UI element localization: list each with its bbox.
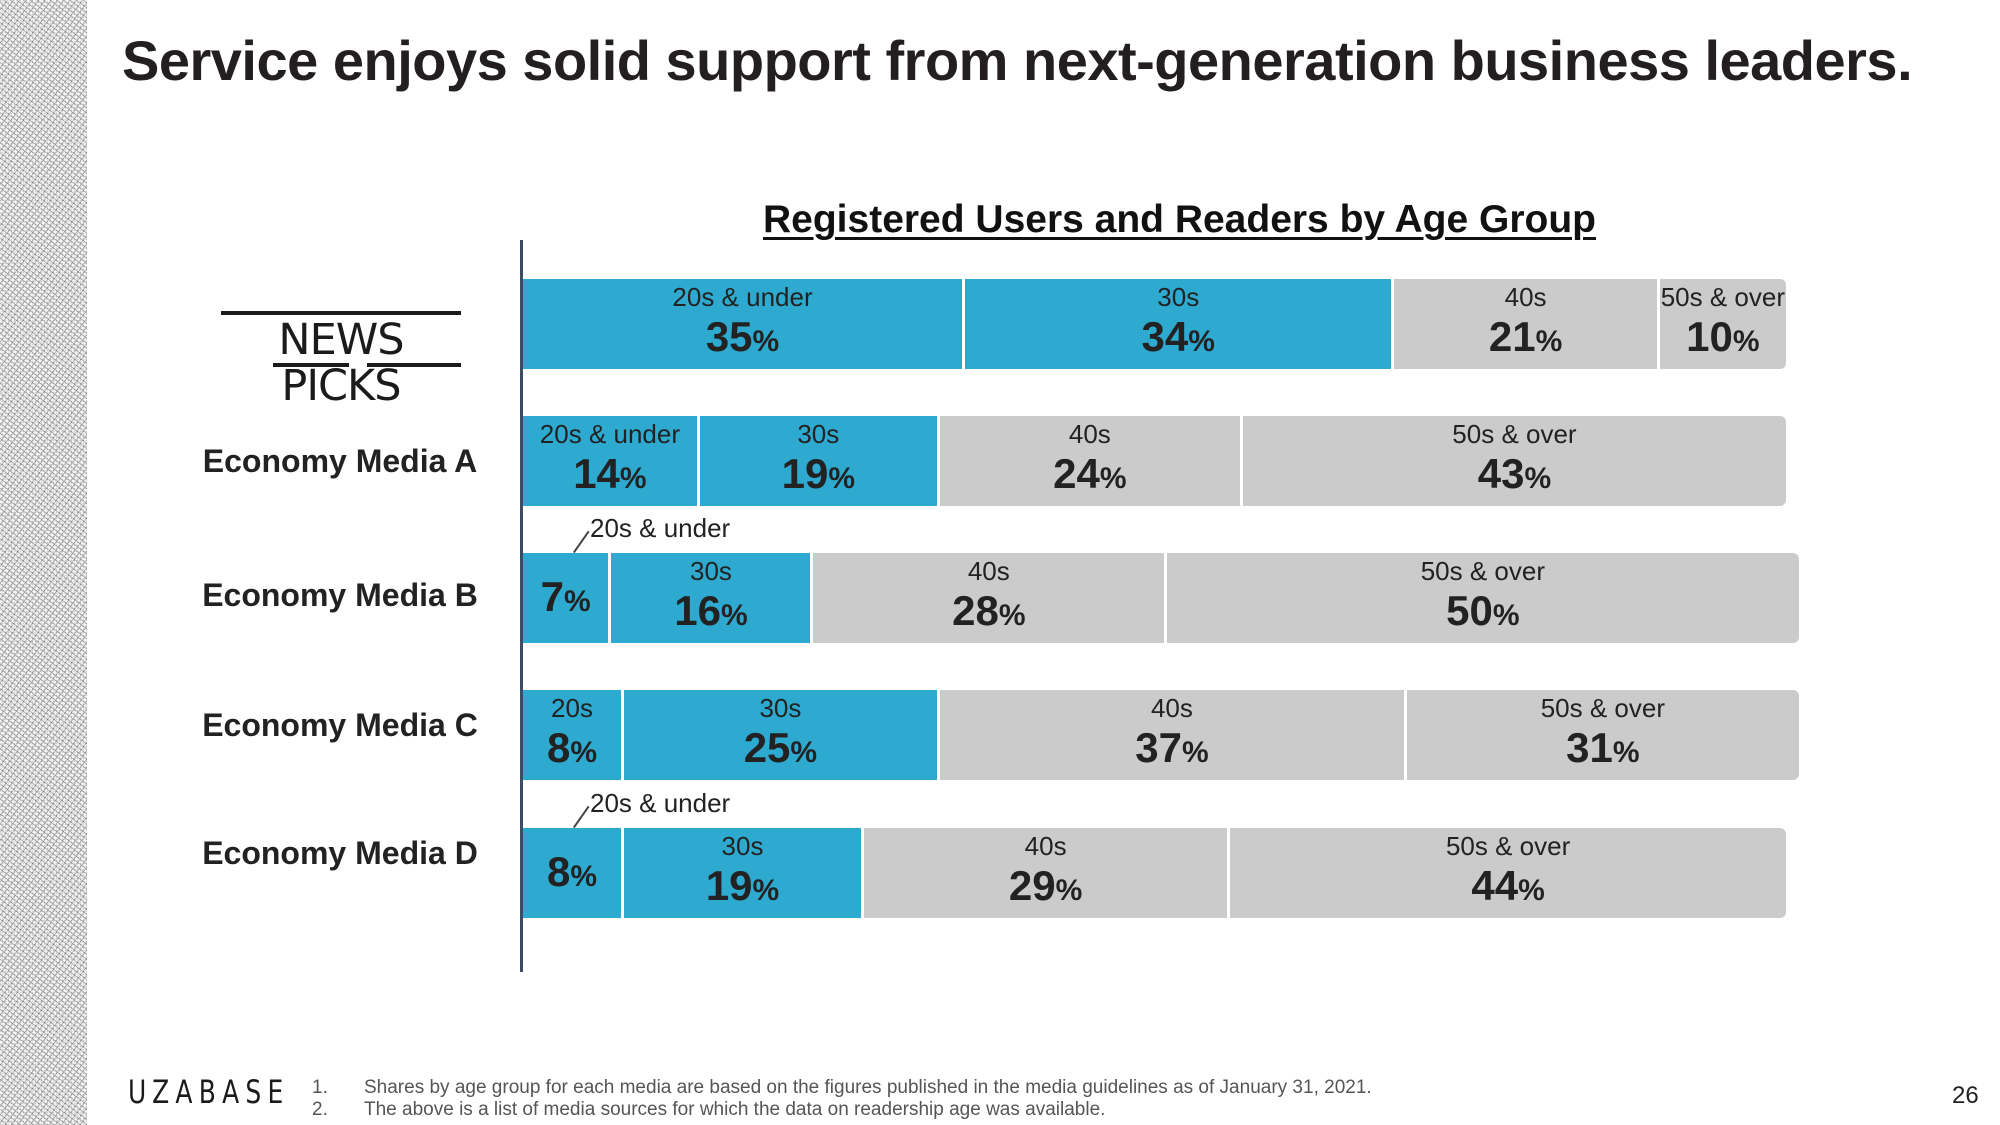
segment-label: 40s	[967, 556, 1010, 586]
bar-segment: 40s 28%	[813, 553, 1168, 643]
data-label: 50%	[1446, 587, 1520, 634]
row-label-economy-media-a: Economy Media A	[202, 443, 478, 479]
segment-label: 20s	[551, 693, 593, 723]
callout-leader-line	[573, 530, 590, 554]
segment-label: 50s & over	[1452, 419, 1577, 449]
bar-segment: 50s & over 43%	[1242, 416, 1786, 506]
callout-label: 20s & under	[590, 788, 731, 818]
bar-segment: 20s & under 14%	[523, 416, 700, 506]
bar-segment: 7%	[523, 553, 612, 643]
page-number: 26	[1952, 1082, 1979, 1109]
segment-label: 40s	[1504, 282, 1547, 312]
callout-label: 20s & under	[590, 513, 731, 543]
data-label: 34%	[1141, 313, 1215, 360]
logo-underline-1	[273, 363, 349, 367]
data-label: 29%	[1008, 862, 1083, 909]
logo-underline-2	[367, 363, 461, 367]
bar-segment: 50s & over 50%	[1167, 553, 1799, 643]
row-label-economy-media-d: Economy Media D	[202, 835, 478, 871]
data-label: 43%	[1477, 450, 1552, 497]
segment-label: 40s	[1024, 831, 1067, 861]
logo-text: NEWS PICKS	[278, 315, 404, 411]
data-label: 14%	[573, 450, 647, 497]
footnote-text: Shares by age group for each media are b…	[364, 1077, 1372, 1098]
segment-label: 30s	[797, 419, 840, 449]
data-label: 44%	[1471, 862, 1545, 909]
footnote: 1. Shares by age group for each media are…	[312, 1077, 1372, 1099]
footnote-number: 1.	[312, 1077, 328, 1098]
data-label: 28%	[952, 587, 1026, 634]
segment-label: 50s & over	[1660, 282, 1785, 312]
segment-label: 30s	[759, 693, 802, 723]
data-label: 8%	[546, 848, 598, 895]
segment-label: 30s	[689, 556, 732, 586]
segment-label: 50s & over	[1420, 556, 1546, 586]
data-label: 31%	[1566, 724, 1640, 771]
segment-label: 20s & under	[539, 419, 681, 449]
uzabase-logo: UZABASE	[128, 1073, 290, 1111]
footnote-number: 2.	[312, 1099, 328, 1120]
segment-label: 50s & over	[1540, 693, 1665, 723]
footnote-text: The above is a list of media sources for…	[364, 1099, 1106, 1120]
bar-segment: 30s 25%	[624, 690, 940, 780]
segment-label: 30s	[721, 831, 764, 861]
bar-segment: 30s 19%	[624, 828, 864, 918]
bar-segment: 40s 21%	[1394, 279, 1660, 369]
bar-segment: 20s 8%	[523, 690, 625, 780]
segment-label: 40s	[1068, 419, 1111, 449]
data-label: 21%	[1488, 313, 1563, 360]
decorative-texture-strip	[0, 0, 87, 1125]
segment-label: 30s	[1157, 282, 1200, 312]
logo-top-rule	[221, 311, 461, 315]
category-axis-line	[520, 240, 523, 972]
bar-segment: 50s & over 44%	[1230, 828, 1786, 918]
data-label: 25%	[743, 724, 818, 771]
segment-label: 50s & over	[1445, 831, 1571, 861]
data-label: 10%	[1686, 313, 1760, 360]
data-label: 35%	[705, 313, 780, 360]
bar-segment: 30s 34%	[965, 279, 1395, 369]
bar-segment: 20s & under 35%	[523, 279, 966, 369]
bar-segment: 8%	[523, 828, 625, 918]
data-label: 16%	[674, 587, 748, 634]
data-label: 24%	[1053, 450, 1127, 497]
data-label: 37%	[1135, 724, 1209, 771]
footnotes: 1. Shares by age group for each media are…	[312, 1077, 1372, 1121]
bar-segment: 30s 19%	[699, 416, 940, 506]
callout-leader-line	[573, 805, 590, 829]
data-label: 19%	[781, 450, 855, 497]
slide-title: Service enjoys solid support from next-g…	[122, 29, 1913, 92]
data-label: 7%	[540, 573, 591, 620]
bar-segment: 40s 24%	[939, 416, 1243, 506]
bar-segment: 40s 29%	[864, 828, 1231, 918]
data-label: 8%	[546, 724, 598, 771]
chart-title: Registered Users and Readers by Age Grou…	[763, 198, 1596, 241]
bar-segment: 40s 37%	[939, 690, 1408, 780]
footnote: 2. The above is a list of media sources f…	[312, 1099, 1372, 1121]
bar-segment: 50s & over 10%	[1659, 279, 1786, 369]
bar-segment: 50s & over 31%	[1407, 690, 1799, 780]
data-label: 19%	[705, 862, 780, 909]
segment-label: 40s	[1150, 693, 1193, 723]
newspicks-logo: NEWS PICKS	[221, 311, 461, 409]
bar-segment: 30s 16%	[611, 553, 814, 643]
row-label-economy-media-c: Economy Media C	[202, 707, 478, 743]
row-label-economy-media-b: Economy Media B	[202, 577, 478, 613]
segment-label: 20s & under	[672, 282, 813, 312]
